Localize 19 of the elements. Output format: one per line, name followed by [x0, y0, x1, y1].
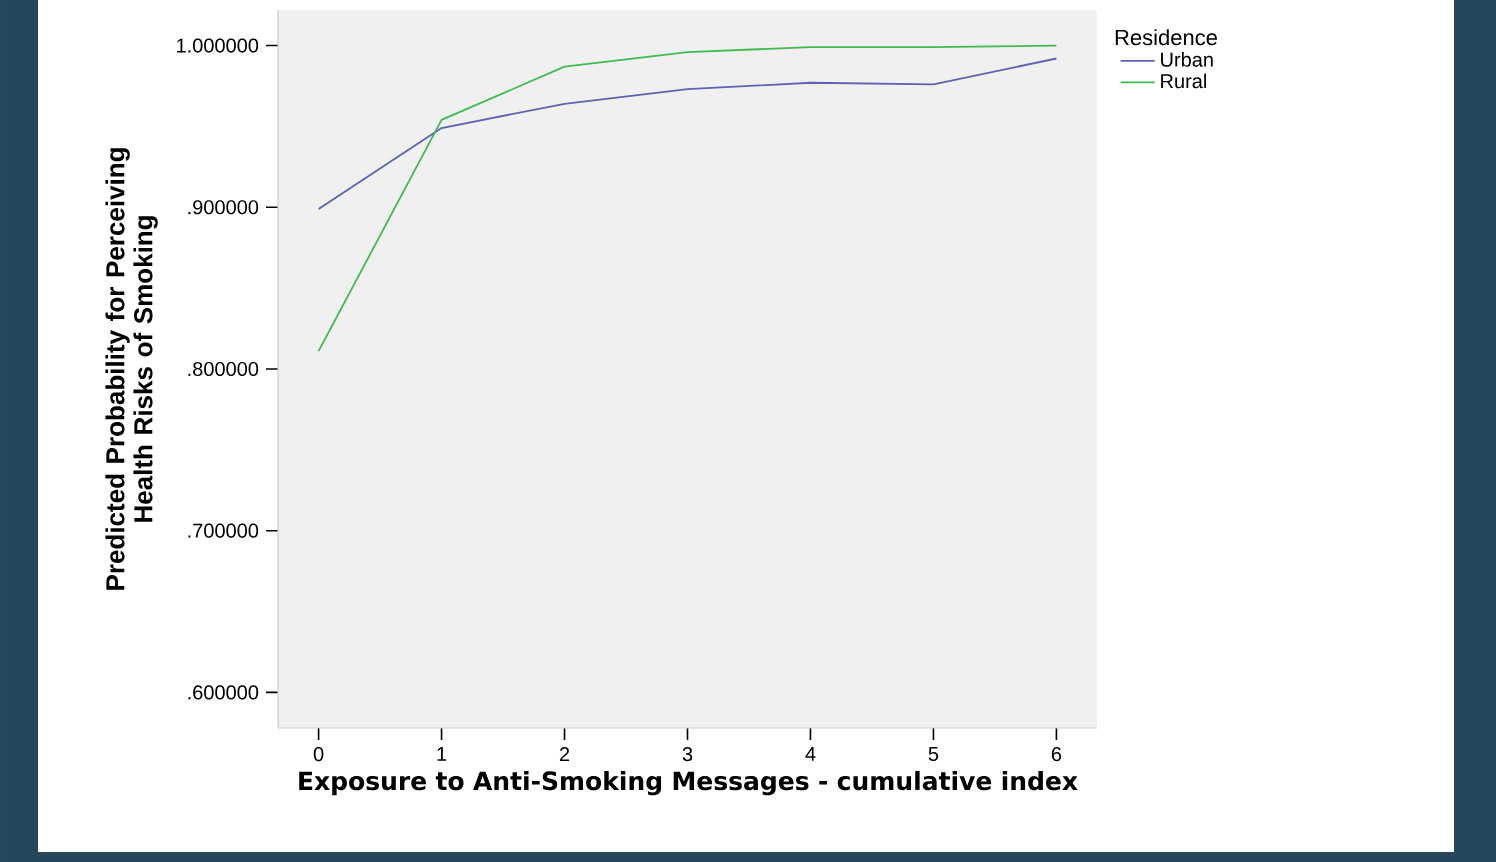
- x-tick-label: 0: [313, 747, 324, 762]
- y-tick-label: .900000: [188, 200, 259, 215]
- x-tick-label: 2: [559, 747, 570, 762]
- line-series: [317, 57, 1058, 210]
- x-tick-label: 1: [437, 747, 447, 761]
- y-tick-label: .600000: [188, 685, 259, 700]
- y-tick-label: .700000: [188, 523, 259, 538]
- x-tick-label: 6: [1051, 747, 1062, 762]
- line-series: [317, 44, 1058, 353]
- y-axis-title: Predicted Probability for Perceiving Health Risks of Smoking: [105, 148, 158, 590]
- y-tick-label: .800000: [188, 361, 259, 377]
- legend-label: Rural: [1161, 73, 1206, 89]
- x-tick-label: 3: [682, 747, 693, 762]
- legend-label: Urban: [1161, 52, 1213, 67]
- x-tick-label: 4: [805, 747, 816, 761]
- y-tick-label: 1.000000: [177, 38, 259, 53]
- legend-title: Residence: [1115, 29, 1217, 46]
- x-axis-title: Exposure to Anti-Smoking Messages - cumulative index: [299, 770, 1078, 796]
- x-tick-label: 5: [928, 747, 939, 761]
